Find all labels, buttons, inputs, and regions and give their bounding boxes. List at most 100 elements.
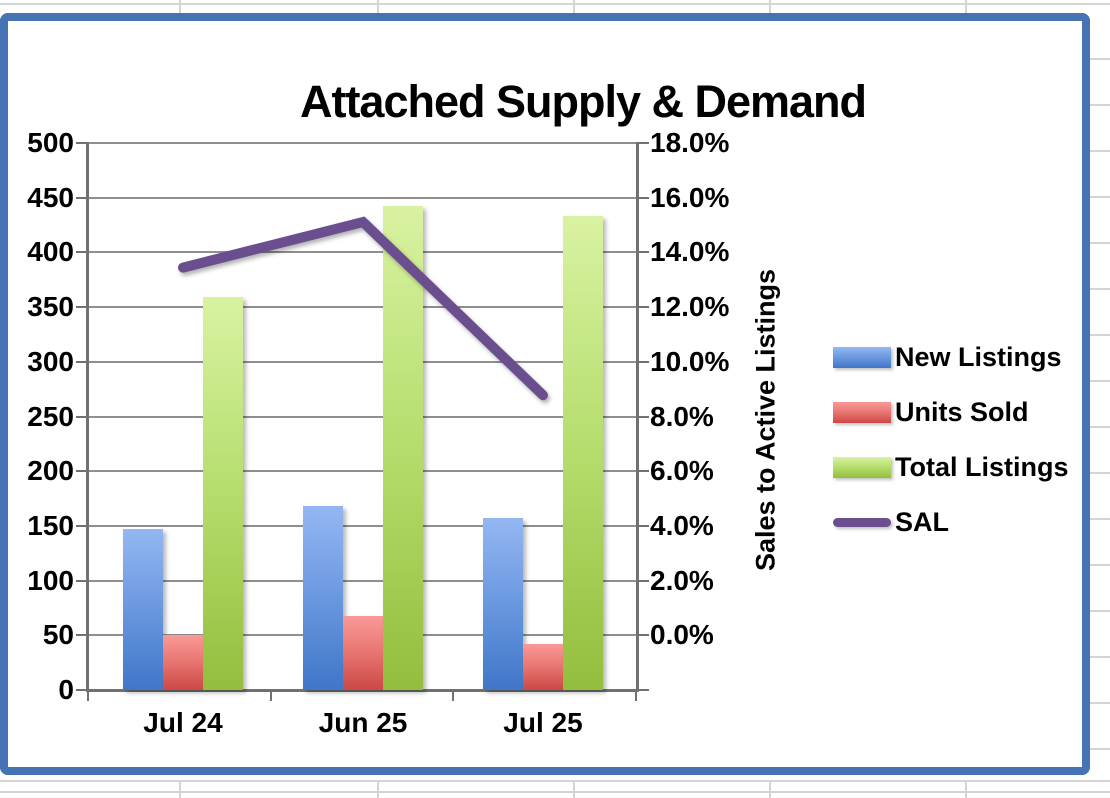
x-axis-category-label[interactable]: Jul 24 bbox=[143, 707, 223, 738]
left-axis-tick bbox=[76, 360, 88, 363]
legend[interactable]: New Listings Units Sold Total Listings S… bbox=[833, 330, 1069, 550]
left-axis-tick-label[interactable]: 250 bbox=[27, 400, 74, 432]
right-axis-tick-label[interactable]: 8.0% bbox=[650, 400, 714, 432]
right-axis-tick bbox=[636, 634, 649, 637]
legend-swatch-units-sold bbox=[833, 402, 891, 423]
legend-label-units-sold: Units Sold bbox=[895, 397, 1029, 427]
sheet-gridline-row bbox=[1090, 242, 1110, 244]
sheet-gridline-column bbox=[965, 780, 967, 798]
sheet-gridline-row bbox=[1090, 150, 1110, 152]
left-axis-tick bbox=[76, 306, 88, 309]
sheet-gridline-row bbox=[1090, 104, 1110, 106]
bar-new-listings-jul-24[interactable] bbox=[123, 529, 163, 690]
right-axis-tick-label[interactable]: 14.0% bbox=[650, 236, 730, 268]
left-axis-tick bbox=[76, 579, 88, 582]
sheet-gridline-row bbox=[1090, 656, 1110, 658]
bar-units-sold-jul-25[interactable] bbox=[523, 644, 563, 690]
left-axis-tick bbox=[76, 251, 88, 254]
right-axis-tick bbox=[636, 579, 649, 582]
right-axis-tick-label[interactable]: 2.0% bbox=[650, 564, 714, 596]
left-axis-tick-label[interactable]: 450 bbox=[27, 181, 74, 213]
sheet-gridline-row bbox=[1090, 518, 1110, 520]
left-axis-tick bbox=[76, 415, 88, 418]
left-axis-tick-label[interactable]: 500 bbox=[27, 127, 74, 158]
left-axis-tick-label[interactable]: 100 bbox=[27, 564, 74, 596]
left-axis-tick-label[interactable]: 400 bbox=[27, 236, 74, 268]
bar-units-sold-jun-25[interactable] bbox=[343, 615, 383, 690]
legend-item-new-listings[interactable]: New Listings bbox=[833, 330, 1069, 385]
plot-gridline bbox=[88, 524, 638, 527]
right-axis-tick bbox=[636, 415, 649, 418]
sheet-gridline-row bbox=[1090, 196, 1110, 198]
legend-swatch-sal bbox=[833, 518, 891, 527]
left-axis-tick-label[interactable]: 200 bbox=[27, 455, 74, 487]
right-axis-tick-label[interactable]: 6.0% bbox=[650, 455, 714, 487]
plot-gridline bbox=[88, 142, 638, 144]
legend-swatch-total-listings bbox=[833, 457, 891, 478]
left-axis-tick-label[interactable]: 0 bbox=[58, 674, 74, 705]
sheet-gridline-row bbox=[1090, 380, 1110, 382]
bar-new-listings-jul-25[interactable] bbox=[483, 518, 523, 690]
plot-gridline bbox=[88, 470, 638, 473]
legend-item-units-sold[interactable]: Units Sold bbox=[833, 385, 1069, 440]
sheet-gridline-row bbox=[1090, 472, 1110, 474]
bar-total-listings-jul-25[interactable] bbox=[563, 216, 603, 690]
sheet-gridline-column bbox=[965, 0, 967, 13]
right-axis-tick bbox=[636, 196, 649, 199]
sheet-gridline-column bbox=[573, 780, 575, 798]
x-axis-line bbox=[86, 689, 639, 692]
plot-gridline bbox=[88, 196, 638, 199]
x-axis-tick bbox=[269, 690, 272, 701]
legend-item-sal[interactable]: SAL bbox=[833, 495, 1069, 550]
x-axis-tick bbox=[452, 690, 454, 701]
plot-gridline bbox=[88, 579, 638, 582]
left-axis-tick bbox=[76, 634, 88, 637]
legend-label-total-listings: Total Listings bbox=[895, 452, 1069, 482]
sheet-gridline-row bbox=[1090, 426, 1110, 428]
right-axis-title[interactable]: Sales to Active Listings bbox=[750, 268, 781, 572]
sheet-gridline-row bbox=[0, 791, 1110, 793]
right-axis-tick bbox=[636, 360, 649, 363]
legend-label-new-listings: New Listings bbox=[895, 342, 1062, 372]
right-axis-tick bbox=[636, 524, 649, 527]
right-axis-tick-label[interactable]: 12.0% bbox=[650, 291, 730, 323]
sheet-gridline-row bbox=[1090, 748, 1110, 750]
legend-label-sal: SAL bbox=[895, 507, 949, 537]
sheet-gridline-column bbox=[769, 780, 771, 798]
right-axis-tick bbox=[636, 470, 649, 473]
right-axis-line bbox=[636, 142, 639, 692]
sheet-gridline-row bbox=[0, 3, 1110, 5]
x-axis-category-label[interactable]: Jun 25 bbox=[318, 707, 408, 738]
sheet-gridline-row bbox=[1090, 334, 1110, 336]
left-axis-tick bbox=[76, 142, 88, 144]
sheet-gridline-column bbox=[769, 0, 771, 13]
bar-total-listings-jun-25[interactable] bbox=[383, 206, 423, 690]
right-axis-tick bbox=[636, 142, 649, 144]
right-axis-tick-label[interactable]: 18.0% bbox=[650, 127, 730, 158]
bar-total-listings-jul-24[interactable] bbox=[203, 297, 243, 690]
sheet-gridline-column bbox=[377, 780, 379, 798]
right-axis-tick-label[interactable]: 4.0% bbox=[650, 509, 714, 541]
right-axis-tick-label[interactable]: 16.0% bbox=[650, 181, 730, 213]
legend-item-total-listings[interactable]: Total Listings bbox=[833, 440, 1069, 495]
sheet-gridline-row bbox=[1090, 58, 1110, 60]
sheet-gridline-row bbox=[1090, 702, 1110, 704]
left-axis-tick-label[interactable]: 300 bbox=[27, 345, 74, 377]
right-axis-tick-label[interactable]: 0.0% bbox=[650, 619, 714, 651]
left-axis-tick-label[interactable]: 350 bbox=[27, 291, 74, 323]
sheet-gridline-row bbox=[0, 780, 1110, 782]
sheet-gridline-column bbox=[573, 0, 575, 13]
bar-units-sold-jul-24[interactable] bbox=[163, 635, 203, 690]
sheet-gridline-column bbox=[179, 780, 181, 798]
right-axis-tick-label[interactable]: 10.0% bbox=[650, 345, 730, 377]
bar-new-listings-jun-25[interactable] bbox=[303, 506, 343, 690]
left-axis-tick-label[interactable]: 50 bbox=[42, 619, 74, 651]
left-axis-tick bbox=[76, 196, 88, 199]
left-axis-tick-label[interactable]: 150 bbox=[27, 509, 74, 541]
left-axis-line bbox=[86, 142, 89, 692]
x-axis-category-label[interactable]: Jul 25 bbox=[503, 707, 583, 738]
chart-title[interactable]: Attached Supply & Demand bbox=[299, 76, 867, 127]
sheet-gridline-column bbox=[179, 0, 181, 13]
right-axis-tick bbox=[636, 306, 649, 309]
